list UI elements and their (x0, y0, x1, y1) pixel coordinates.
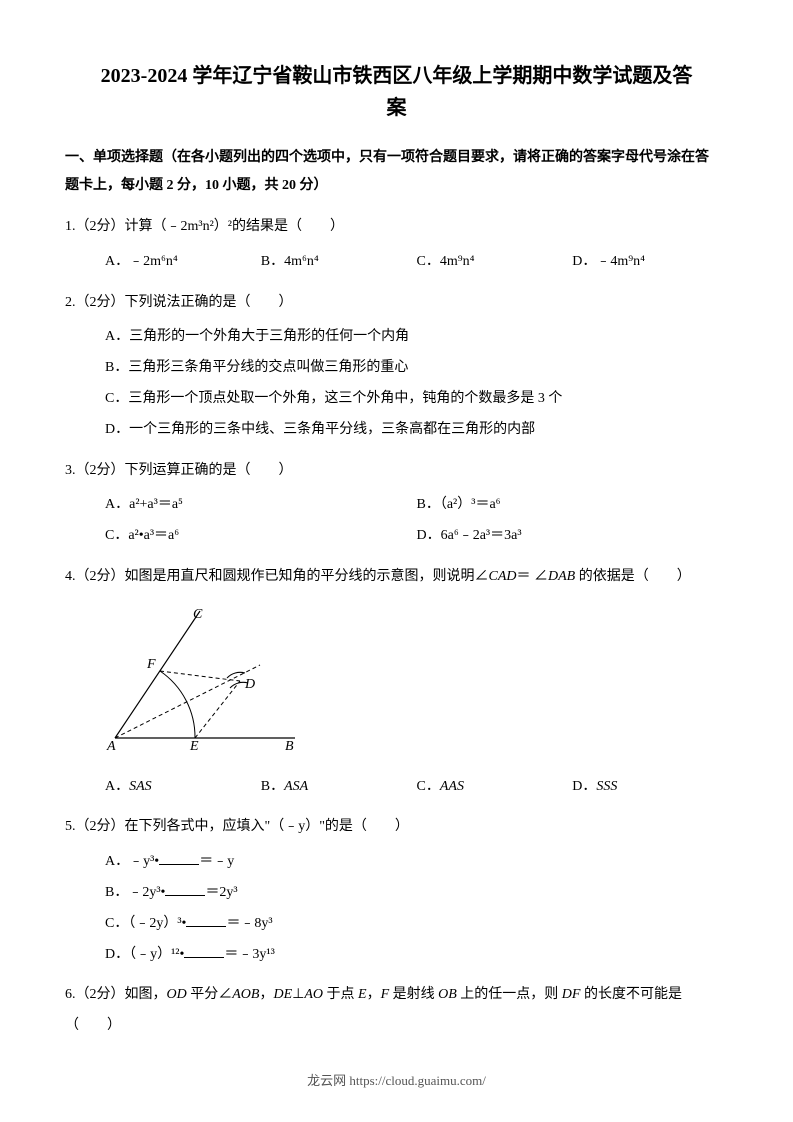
q4-opt-b: B．ASA (261, 772, 417, 803)
label-d: D (244, 677, 255, 692)
label-c: C (193, 607, 203, 622)
label-f: F (146, 657, 156, 672)
q1-options: A．﹣2m⁶n⁴ B．4m⁶n⁴ C．4m⁹n⁴ D．﹣4m⁹n⁴ (65, 247, 728, 278)
q1-opt-b: B．4m⁶n⁴ (261, 247, 417, 278)
question-1: 1.（2分）计算（﹣2m³n²）²的结果是（ ） A．﹣2m⁶n⁴ B．4m⁶n… (65, 212, 728, 278)
label-a: A (106, 739, 116, 753)
q4-stem-pre: 4.（2分）如图是用直尺和圆规作已知角的平分线的示意图，则说明∠ (65, 569, 489, 584)
q1-opt-d: D．﹣4m⁹n⁴ (572, 247, 728, 278)
q3-opt-b: B．（a²）³＝a⁶ (417, 490, 729, 521)
angle-bisector-diagram: A B C D E F (105, 603, 305, 753)
q1-opt-a: A．﹣2m⁶n⁴ (105, 247, 261, 278)
q2-opt-b: B．三角形三条角平分线的交点叫做三角形的重心 (105, 353, 728, 384)
blank-icon (184, 944, 224, 958)
blank-icon (165, 882, 205, 896)
q4-stem: 4.（2分）如图是用直尺和圆规作已知角的平分线的示意图，则说明∠CAD＝ ∠DA… (65, 562, 728, 593)
blank-icon (159, 851, 199, 865)
question-5: 5.（2分）在下列各式中，应填入"（﹣y）"的是（ ） A．﹣y³•＝﹣y B．… (65, 812, 728, 970)
q2-opt-d: D．一个三角形的三条中线、三条角平分线，三条高都在三角形的内部 (105, 415, 728, 446)
page-footer: 龙云网 https://cloud.guaimu.com/ (0, 1069, 793, 1092)
q4-mid: ＝ ∠ (517, 569, 549, 584)
question-4: 4.（2分）如图是用直尺和圆规作已知角的平分线的示意图，则说明∠CAD＝ ∠DA… (65, 562, 728, 802)
q2-options: A．三角形的一个外角大于三角形的任何一个内角 B．三角形三条角平分线的交点叫做三… (65, 322, 728, 445)
section-header: 一、单项选择题（在各小题列出的四个选项中，只有一项符合题目要求，请将正确的答案字… (65, 144, 728, 200)
q5-opt-c: C．（﹣2y）³•＝﹣8y³ (105, 909, 728, 940)
page-title: 2023-2024 学年辽宁省鞍山市铁西区八年级上学期期中数学试题及答 案 (65, 60, 728, 124)
q2-opt-a: A．三角形的一个外角大于三角形的任何一个内角 (105, 322, 728, 353)
q3-opt-c: C．a²•a³＝a⁶ (105, 521, 417, 552)
title-line-1: 2023-2024 学年辽宁省鞍山市铁西区八年级上学期期中数学试题及答 (101, 65, 693, 87)
q5-stem: 5.（2分）在下列各式中，应填入"（﹣y）"的是（ ） (65, 812, 728, 843)
q6-stem: 6.（2分）如图，OD 平分∠AOB，DE⊥AO 于点 E，F 是射线 OB 上… (65, 980, 728, 1042)
q3-opt-d: D．6a⁶﹣2a³＝3a³ (417, 521, 729, 552)
blank-icon (186, 913, 226, 927)
q4-diagram: A B C D E F (105, 603, 728, 766)
q2-stem: 2.（2分）下列说法正确的是（ ） (65, 288, 728, 319)
section-header-line-1: 一、单项选择题（在各小题列出的四个选项中，只有一项符合题目要求，请将正确的答案字… (65, 150, 709, 165)
q4-opt-d: D．SSS (572, 772, 728, 803)
label-e: E (189, 739, 199, 753)
label-b: B (285, 739, 294, 753)
q4-dab: DAB (548, 569, 575, 584)
q4-options: A．SAS B．ASA C．AAS D．SSS (65, 772, 728, 803)
q5-opt-d: D．（﹣y）¹²•＝﹣3y¹³ (105, 940, 728, 971)
question-2: 2.（2分）下列说法正确的是（ ） A．三角形的一个外角大于三角形的任何一个内角… (65, 288, 728, 446)
q5-options: A．﹣y³•＝﹣y B．﹣2y³•＝2y³ C．（﹣2y）³•＝﹣8y³ D．（… (65, 847, 728, 970)
q4-cad: CAD (489, 569, 517, 584)
q5-opt-b: B．﹣2y³•＝2y³ (105, 878, 728, 909)
q1-opt-c: C．4m⁹n⁴ (417, 247, 573, 278)
question-3: 3.（2分）下列运算正确的是（ ） A．a²+a³＝a⁵ B．（a²）³＝a⁶ … (65, 456, 728, 552)
q1-stem: 1.（2分）计算（﹣2m³n²）²的结果是（ ） (65, 212, 728, 243)
question-6: 6.（2分）如图，OD 平分∠AOB，DE⊥AO 于点 E，F 是射线 OB 上… (65, 980, 728, 1042)
q4-post: 的依据是（ ） (575, 569, 691, 584)
q5-opt-a: A．﹣y³•＝﹣y (105, 847, 728, 878)
q3-stem: 3.（2分）下列运算正确的是（ ） (65, 456, 728, 487)
q2-opt-c: C．三角形一个顶点处取一个外角，这三个外角中，钝角的个数最多是 3 个 (105, 384, 728, 415)
q4-opt-c: C．AAS (417, 772, 573, 803)
q3-opt-a: A．a²+a³＝a⁵ (105, 490, 417, 521)
title-line-2: 案 (387, 97, 407, 119)
q3-options: A．a²+a³＝a⁵ B．（a²）³＝a⁶ C．a²•a³＝a⁶ D．6a⁶﹣2… (65, 490, 728, 552)
q4-opt-a: A．SAS (105, 772, 261, 803)
section-header-line-2: 题卡上，每小题 2 分，10 小题，共 20 分） (65, 178, 328, 193)
